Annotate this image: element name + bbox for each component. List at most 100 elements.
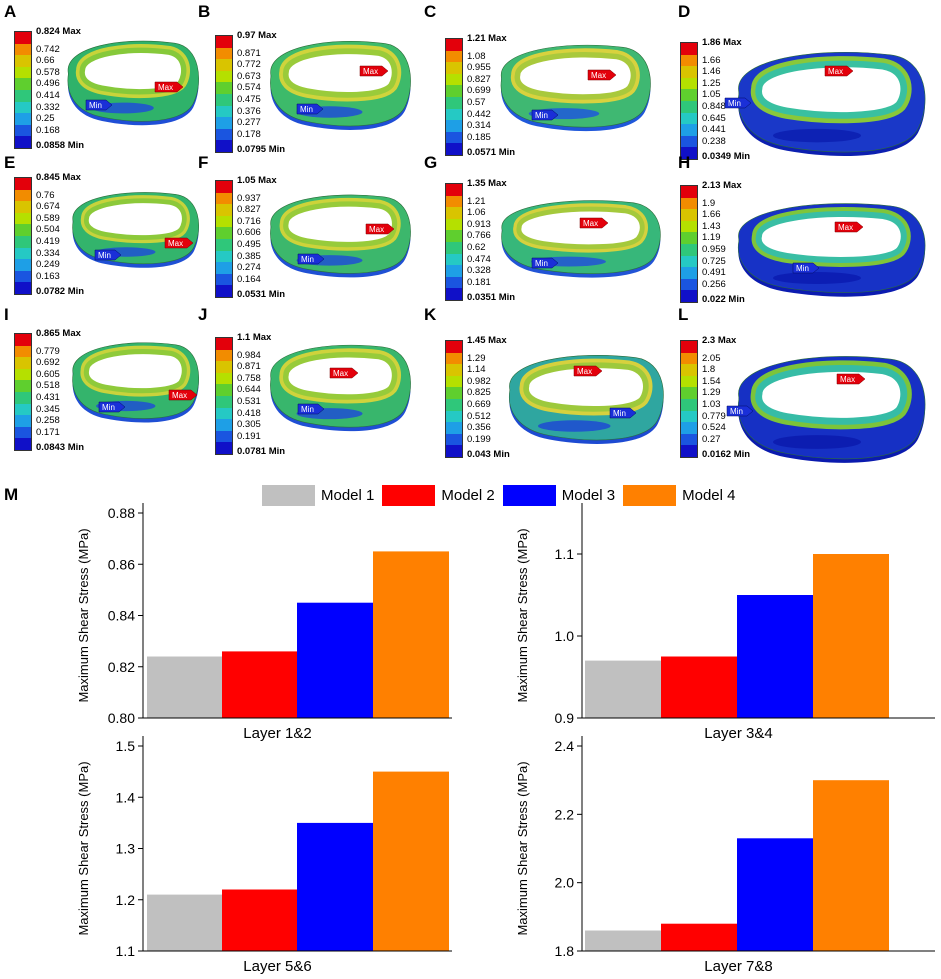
scale-tick-label: 0.578 [36, 66, 60, 78]
scale-segment [445, 50, 463, 63]
panel-letter-m: M [4, 485, 19, 504]
scale-segment [215, 349, 233, 362]
ring-low-region [773, 435, 861, 449]
scale-tick-label: 0.199 [467, 433, 491, 445]
scale-tick-label: 1.9 [702, 197, 716, 209]
scale-segment [215, 372, 233, 385]
scale-segment [680, 77, 698, 90]
scale-tick-label: 0.742 [36, 43, 60, 55]
scale-segment [680, 387, 698, 399]
scale-segment [445, 230, 463, 242]
color-scale [680, 42, 698, 160]
scale-min-label: 0.0781 Min [237, 446, 286, 457]
bar-model-1 [147, 894, 223, 951]
panel-letter: D [678, 2, 691, 21]
scale-tick-label: 0.531 [237, 396, 261, 407]
scale-tick-label: 0.249 [36, 259, 60, 271]
scale-segment [14, 247, 32, 260]
scale-tick-label: 1.43 [702, 220, 721, 232]
color-scale [14, 31, 32, 149]
scale-segment [680, 375, 698, 388]
ring-model: Max Min [509, 355, 664, 444]
scale-segment [14, 78, 32, 90]
scale-segment [445, 85, 463, 97]
scale-tick-label: 0.178 [237, 128, 261, 140]
scale-segment [680, 66, 698, 78]
bar-model-2 [222, 889, 298, 951]
min-marker-label: Min [796, 264, 809, 273]
scale-segment [445, 96, 463, 109]
legend-label: Model 3 [561, 486, 616, 504]
y-tick-label: 0.88 [108, 505, 135, 521]
y-tick-label: 1.1 [116, 943, 136, 959]
max-marker [168, 389, 198, 401]
min-marker [297, 403, 325, 415]
bar-model-4 [373, 771, 449, 951]
scale-tick-label: 0.827 [467, 73, 491, 85]
scale-segment [680, 278, 698, 291]
scale-tick-label: 0.589 [36, 212, 60, 224]
y-tick-label: 1.5 [116, 738, 136, 754]
scale-segment [14, 32, 32, 44]
y-tick-label: 1.0 [555, 628, 575, 644]
legend-label: Model 2 [441, 486, 495, 504]
scale-tick-label: 0.238 [702, 135, 726, 147]
scale-segment [680, 147, 698, 159]
min-marker [726, 405, 754, 417]
scale-max-label: 1.21 Max [467, 33, 507, 44]
min-marker-label: Min [102, 403, 115, 412]
scale-segment [445, 73, 463, 86]
color-scale [215, 180, 233, 298]
panel-letter: L [678, 305, 689, 324]
max-marker-label: Max [172, 391, 187, 400]
scale-tick-label: 0.518 [36, 380, 60, 392]
scale-tick-label: 1.25 [702, 77, 721, 89]
scale-segment [445, 375, 463, 388]
color-scale [14, 177, 32, 295]
scale-segment [215, 117, 233, 129]
scale-segment [445, 341, 463, 353]
scale-tick-label: 0.76 [36, 189, 55, 201]
scale-tick-label: 0.825 [467, 387, 491, 399]
scale-segment [14, 224, 32, 236]
min-marker [297, 253, 325, 265]
max-marker-label: Max [369, 225, 384, 234]
y-tick-label: 1.4 [116, 789, 136, 805]
ring-model: Max Min [726, 356, 926, 463]
bar-model-4 [813, 554, 889, 718]
scale-segment [14, 403, 32, 416]
scale-tick-label: 0.181 [467, 276, 491, 288]
scale-segment [215, 181, 233, 193]
panel-letter: C [424, 2, 437, 21]
scale-segment [445, 108, 463, 121]
scale-tick-label: 0.984 [237, 349, 261, 361]
scale-segment [14, 189, 32, 202]
scale-segment [215, 442, 233, 454]
scale-segment [215, 227, 233, 239]
y-axis-label: Maximum Shear Stress (MPa) [515, 528, 530, 702]
scale-tick-label: 0.766 [467, 230, 491, 242]
max-marker-label: Max [168, 239, 183, 248]
scale-tick-label: 1.21 [467, 195, 486, 207]
legend-swatch [262, 484, 315, 506]
scale-segment [680, 290, 698, 302]
scale-tick-label: 1.54 [702, 375, 721, 387]
scale-tick-label: 0.959 [702, 244, 726, 255]
scale-segment [445, 241, 463, 254]
scale-min-label: 0.0351 Min [467, 292, 516, 303]
scale-tick-label: 0.699 [467, 85, 491, 97]
legend-item-model-2: Model 2 [382, 484, 495, 506]
scale-min-label: 0.0162 Min [702, 449, 751, 460]
scale-segment [680, 364, 698, 376]
scale-segment [215, 204, 233, 216]
scale-segment [14, 334, 32, 346]
scale-segment [445, 184, 463, 196]
scale-segment [14, 426, 32, 439]
scale-tick-label: 1.8 [702, 364, 716, 376]
ring-low-region [773, 272, 861, 284]
color-scale [215, 337, 233, 455]
ring-low-region [773, 128, 861, 143]
ring-inner [755, 211, 907, 263]
panel-letter: A [4, 2, 17, 21]
ring-model: Max Min [501, 200, 661, 278]
